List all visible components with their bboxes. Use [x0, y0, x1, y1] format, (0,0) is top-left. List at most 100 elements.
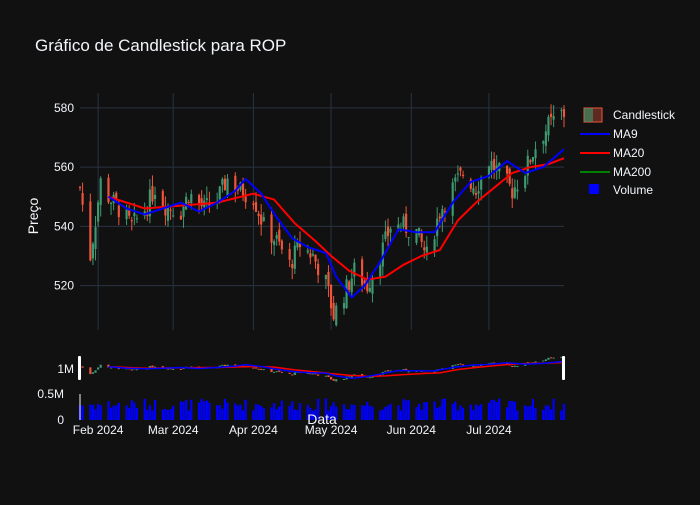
volume-bar[interactable]: [420, 409, 423, 420]
volume-bar[interactable]: [531, 399, 535, 420]
candle-body[interactable]: [324, 274, 327, 280]
volume-bar[interactable]: [425, 402, 428, 420]
volume-bar[interactable]: [505, 407, 509, 420]
volume-bar[interactable]: [226, 402, 229, 420]
volume-bar[interactable]: [542, 409, 545, 420]
candle-body[interactable]: [332, 302, 335, 320]
candle-body[interactable]: [461, 174, 465, 176]
candle-body[interactable]: [151, 186, 154, 202]
candle-body[interactable]: [423, 247, 426, 251]
volume-bar[interactable]: [552, 398, 555, 420]
volume-bar[interactable]: [252, 410, 255, 420]
volume-bar[interactable]: [128, 407, 131, 420]
volume-bar[interactable]: [379, 410, 382, 420]
volume-bar[interactable]: [234, 403, 237, 420]
volume-bar[interactable]: [490, 400, 493, 420]
candle-body[interactable]: [128, 210, 131, 216]
candle-body[interactable]: [223, 178, 227, 191]
volume-bar[interactable]: [363, 405, 366, 420]
range-slider-left-handle[interactable]: [78, 356, 81, 380]
volume-bar[interactable]: [288, 406, 291, 420]
volume-bar[interactable]: [443, 398, 447, 420]
volume-bar[interactable]: [335, 406, 338, 420]
volume-bar[interactable]: [223, 398, 227, 420]
volume-bar[interactable]: [117, 402, 120, 420]
volume-bar[interactable]: [182, 401, 185, 420]
volume-bar[interactable]: [508, 400, 511, 420]
candle-body[interactable]: [262, 217, 265, 221]
candle-body[interactable]: [477, 191, 480, 194]
volume-bar[interactable]: [262, 408, 265, 420]
volume-bar[interactable]: [135, 408, 139, 420]
volume-bar[interactable]: [151, 410, 154, 420]
candle-body[interactable]: [293, 245, 296, 269]
volume-bar[interactable]: [130, 400, 133, 420]
candle-body[interactable]: [317, 263, 320, 276]
candle-body[interactable]: [99, 178, 102, 205]
candle-body[interactable]: [81, 192, 84, 205]
volume-bar[interactable]: [353, 405, 356, 420]
candle-body[interactable]: [469, 179, 472, 189]
volume-bar[interactable]: [407, 400, 410, 420]
candle-body[interactable]: [348, 281, 351, 290]
volume-bar[interactable]: [474, 404, 478, 420]
volume-bar[interactable]: [107, 401, 110, 420]
volume-bar[interactable]: [314, 409, 317, 420]
candle-body[interactable]: [389, 228, 392, 233]
volume-bar[interactable]: [469, 404, 472, 420]
candle-body[interactable]: [135, 218, 139, 220]
volume-bar[interactable]: [244, 399, 247, 420]
volume-bar[interactable]: [402, 399, 405, 420]
volume-bar[interactable]: [405, 400, 408, 420]
range-slider-right-handle[interactable]: [562, 356, 565, 380]
volume-bar[interactable]: [549, 409, 553, 420]
candle-body[interactable]: [524, 176, 527, 189]
volume-bar[interactable]: [146, 409, 149, 420]
candle-body[interactable]: [345, 279, 348, 308]
candle-body[interactable]: [190, 194, 193, 204]
candle-body[interactable]: [342, 303, 346, 309]
volume-bar[interactable]: [493, 399, 496, 420]
volume-bar[interactable]: [381, 409, 384, 420]
candle-body[interactable]: [353, 262, 356, 277]
legend-item-candlestick[interactable]: Candlestick: [583, 107, 676, 123]
volume-bar[interactable]: [298, 403, 302, 420]
volume-bar[interactable]: [480, 404, 483, 420]
candle-body[interactable]: [335, 305, 338, 326]
candle-body[interactable]: [311, 254, 315, 256]
candle-body[interactable]: [542, 141, 545, 144]
volume-bar[interactable]: [456, 410, 459, 420]
candle-body[interactable]: [234, 175, 237, 192]
candle-body[interactable]: [454, 177, 457, 182]
volume-bar[interactable]: [317, 398, 320, 420]
volume-bar[interactable]: [166, 409, 170, 420]
candle-body[interactable]: [443, 211, 447, 213]
candle-body[interactable]: [384, 231, 387, 240]
candle-body[interactable]: [534, 149, 537, 159]
candle-body[interactable]: [115, 192, 118, 201]
volume-bar[interactable]: [524, 405, 527, 420]
candle-body[interactable]: [166, 206, 170, 221]
volume-bar[interactable]: [329, 406, 333, 420]
candle-body[interactable]: [371, 278, 374, 294]
volume-bar[interactable]: [260, 406, 263, 420]
candle-body[interactable]: [526, 155, 529, 176]
candle-body[interactable]: [306, 250, 309, 253]
volume-bar[interactable]: [511, 400, 514, 420]
volume-bar[interactable]: [562, 403, 566, 420]
candle-body[interactable]: [241, 183, 245, 198]
candle-body[interactable]: [314, 254, 317, 262]
candle-body[interactable]: [273, 241, 276, 245]
candle-body[interactable]: [368, 287, 371, 292]
volume-bar[interactable]: [208, 402, 211, 420]
candle-body[interactable]: [402, 216, 405, 228]
candle-body[interactable]: [493, 159, 496, 171]
candle-body[interactable]: [172, 215, 175, 217]
candle-body[interactable]: [490, 160, 493, 170]
volume-bar[interactable]: [534, 408, 537, 420]
volume-bar[interactable]: [332, 402, 335, 420]
candle-body[interactable]: [187, 201, 190, 203]
volume-bar[interactable]: [133, 402, 136, 420]
ma20-line[interactable]: [108, 157, 565, 281]
volume-bar[interactable]: [241, 410, 245, 420]
